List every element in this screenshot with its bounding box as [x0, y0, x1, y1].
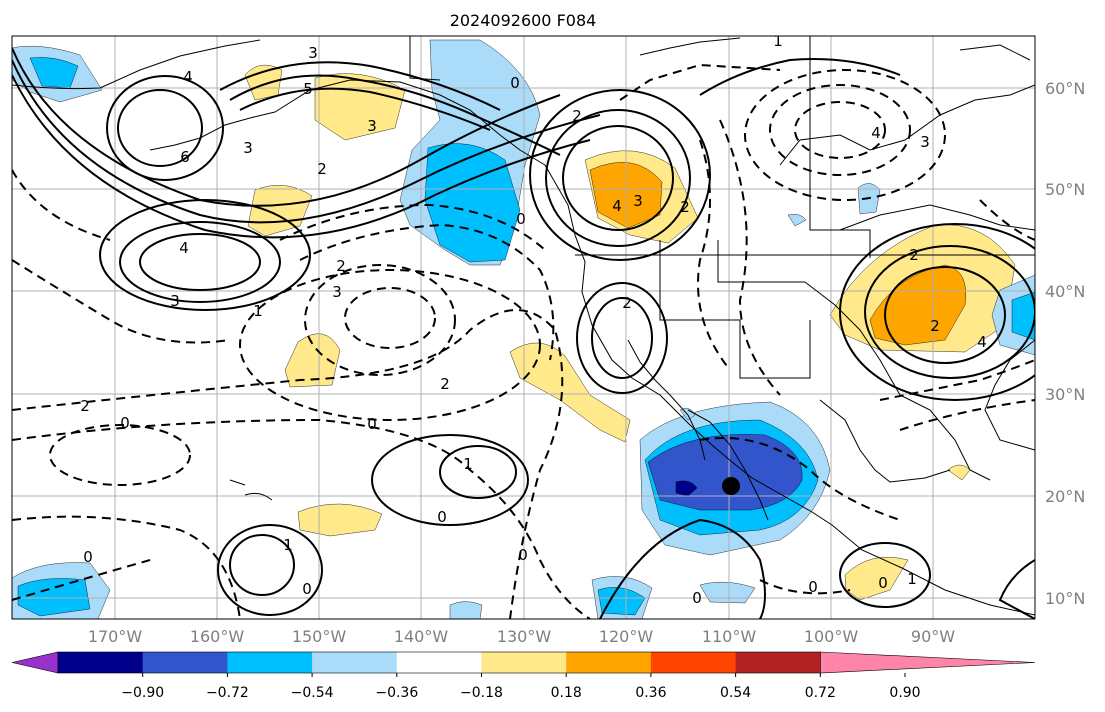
- contour-label: 0: [808, 578, 818, 596]
- lon-label: 130°W: [497, 627, 552, 646]
- contour-label: 0: [83, 548, 93, 566]
- contour-label: 5: [303, 80, 313, 98]
- contour-label: 6: [180, 148, 190, 166]
- colorbar-tick-label: 0.18: [551, 685, 582, 701]
- contour-label: 4: [612, 197, 622, 215]
- contour-label: 2: [930, 317, 940, 335]
- colorbar-outline: [57, 651, 821, 674]
- colorbar-extend-high: [819, 651, 1036, 674]
- colorbar-segment: [396, 652, 482, 673]
- lat-label: 10°N: [1045, 589, 1085, 608]
- colorbar-segment: [227, 652, 313, 673]
- contour-label: 2: [572, 107, 582, 125]
- contour-label: 2: [622, 294, 632, 312]
- contour-label: 0: [367, 415, 377, 433]
- colorbar-tick-label: 0.54: [720, 685, 751, 701]
- colorbar-segment: [312, 652, 398, 673]
- map-frame: [11, 35, 1036, 620]
- colorbar-tick-label: 0.36: [635, 685, 666, 701]
- colorbar-tick-label: −0.36: [375, 685, 418, 701]
- map-plot-area: 3 4 6 5 3 3 2 4 3 1 2 3 2 0 1 2 2 0 4 3 …: [12, 32, 1035, 619]
- lon-label: 90°W: [911, 627, 955, 646]
- colorbar-segment: [566, 652, 652, 673]
- contour-label: 0: [120, 414, 130, 432]
- contour-label: 2: [317, 160, 327, 178]
- contour-label: 1: [463, 455, 473, 473]
- contour-label: 0: [518, 546, 528, 564]
- contour-label: 0: [878, 574, 888, 592]
- colorbar-segment: [58, 652, 144, 673]
- colorbar-tick-label: 0.72: [805, 685, 836, 701]
- contour-label: 0: [516, 210, 526, 228]
- colorbar: −0.90 −0.72 −0.54 −0.36 −0.18 0.18 0.36 0.54 0.7…: [11, 651, 1036, 701]
- shaded-anomaly-field: [12, 39, 1035, 619]
- lon-label: 110°W: [702, 627, 757, 646]
- lon-label: 100°W: [804, 627, 859, 646]
- colorbar-segments: [11, 651, 1036, 674]
- colorbar-tick-label: −0.18: [460, 685, 503, 701]
- storm-center-dot: [722, 477, 740, 495]
- contour-label: 2: [336, 257, 346, 275]
- latitude-axis-labels: 60°N 50°N 40°N 30°N 20°N 10°N: [1045, 79, 1085, 608]
- contour-label: 1: [283, 536, 293, 554]
- contour-label: 0: [692, 589, 702, 607]
- longitude-axis-labels: 170°W 160°W 150°W 140°W 130°W 120°W 110°…: [88, 627, 955, 646]
- contour-label: 4: [871, 124, 881, 142]
- lat-label: 20°N: [1045, 487, 1085, 506]
- contour-label: 3: [308, 44, 318, 62]
- contour-label: 1: [253, 302, 263, 320]
- lon-label: 120°W: [599, 627, 654, 646]
- lon-label: 140°W: [394, 627, 449, 646]
- colorbar-ticks: −0.90 −0.72 −0.54 −0.36 −0.18 0.18 0.36 0.54 0.7…: [121, 673, 921, 701]
- contour-label: 0: [437, 508, 447, 526]
- colorbar-segment: [650, 652, 737, 673]
- map-gridlines: [12, 36, 1035, 619]
- contour-label: 3: [367, 117, 377, 135]
- contour-label: 2: [909, 246, 919, 264]
- colorbar-tick-label: 0.90: [889, 685, 920, 701]
- colorbar-tick-label: −0.72: [206, 685, 249, 701]
- lon-label: 170°W: [88, 627, 143, 646]
- contour-label: 2: [80, 397, 90, 415]
- lat-label: 60°N: [1045, 79, 1085, 98]
- lon-label: 160°W: [190, 627, 245, 646]
- contour-label: 2: [440, 375, 450, 393]
- contour-label: 4: [179, 239, 189, 257]
- contour-label: 1: [907, 570, 917, 588]
- contour-label: 3: [332, 283, 342, 301]
- colorbar-segment: [142, 652, 228, 673]
- contour-label: 4: [977, 333, 987, 351]
- contour-label: 3: [170, 292, 180, 310]
- contour-label: 2: [680, 198, 690, 216]
- contour-label: 0: [302, 580, 312, 598]
- colorbar-segment: [481, 652, 567, 673]
- contour-label: 3: [243, 139, 253, 157]
- solid-contours: [12, 47, 1035, 619]
- dashed-contours: [12, 63, 1035, 619]
- lon-label: 150°W: [292, 627, 347, 646]
- colorbar-tick-label: −0.54: [291, 685, 334, 701]
- lat-label: 30°N: [1045, 385, 1085, 404]
- map-title: 2024092600 F084: [450, 11, 597, 30]
- contour-label: 1: [773, 32, 783, 50]
- contour-label: 3: [633, 192, 643, 210]
- lat-label: 50°N: [1045, 180, 1085, 199]
- contour-label: 3: [920, 133, 930, 151]
- contour-label: 0: [510, 74, 520, 92]
- contour-labels: 3 4 6 5 3 3 2 4 3 1 2 3 2 0 1 2 2 0 4 3 …: [80, 32, 987, 607]
- colorbar-tick-label: −0.90: [121, 685, 164, 701]
- colorbar-segment: [735, 652, 821, 673]
- contour-label: 4: [183, 68, 193, 86]
- colorbar-extend-low: [11, 651, 59, 674]
- lat-label: 40°N: [1045, 282, 1085, 301]
